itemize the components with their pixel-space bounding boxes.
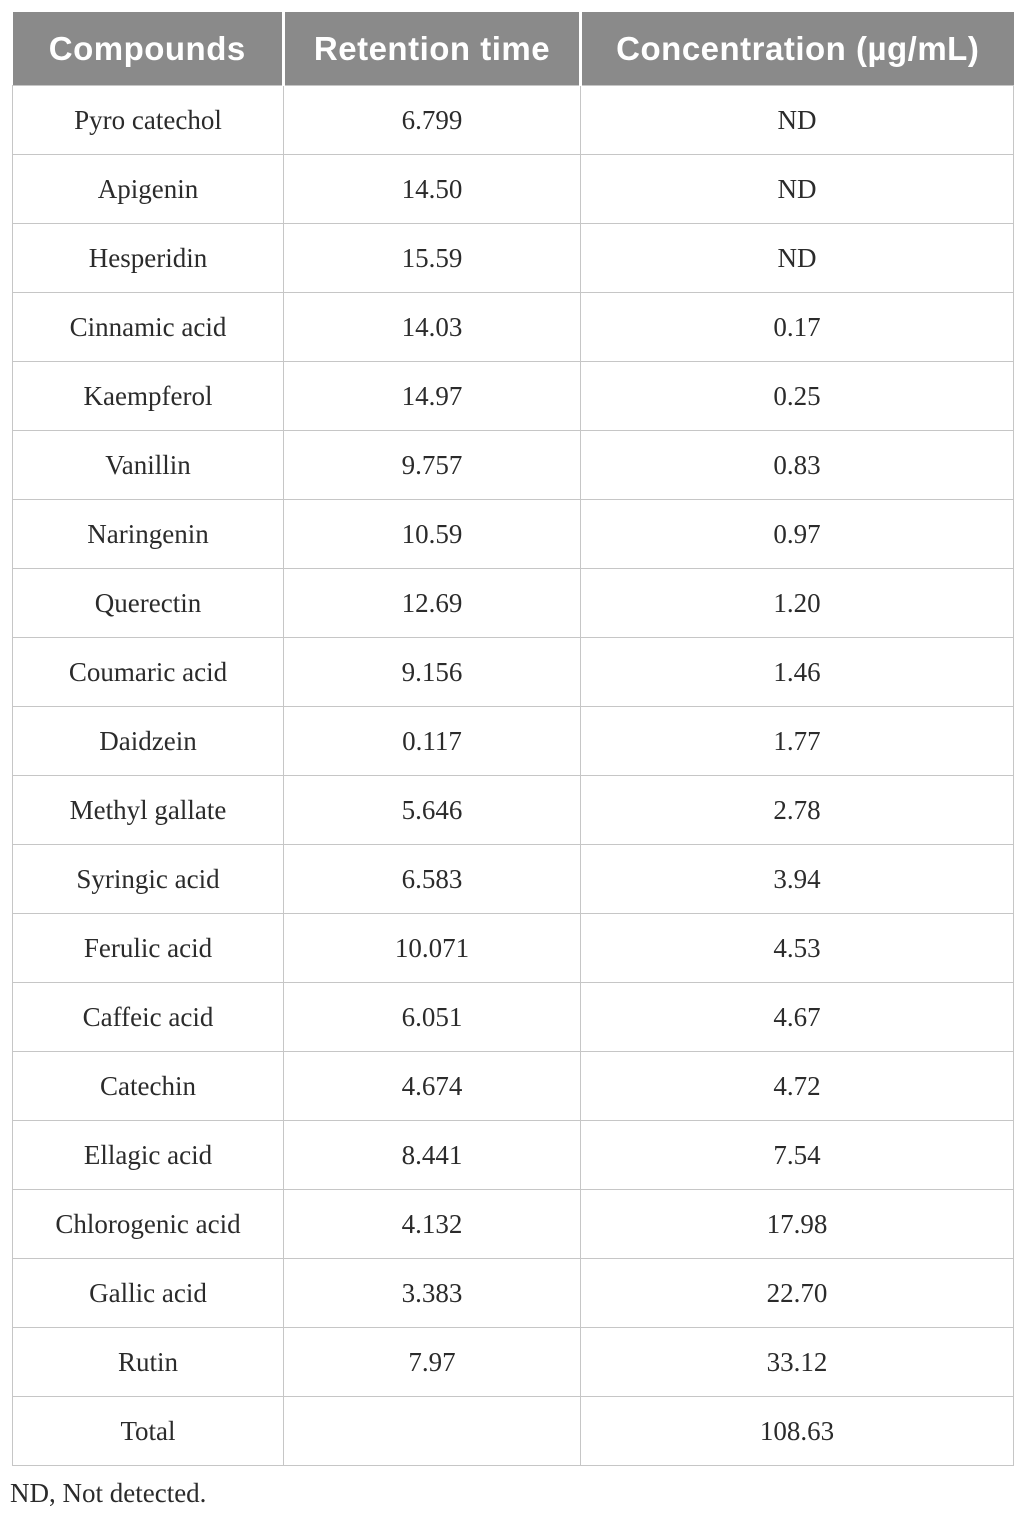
table-row: Ellagic acid 8.441 7.54 xyxy=(12,1120,1014,1190)
table-row: Querectin 12.69 1.20 xyxy=(12,568,1014,638)
table-body: Pyro catechol 6.799 ND Apigenin 14.50 ND… xyxy=(12,85,1014,1466)
retention-cell: 9.757 xyxy=(283,430,581,500)
table-row: Caffeic acid 6.051 4.67 xyxy=(12,982,1014,1052)
concentration-cell: ND xyxy=(580,223,1014,293)
retention-cell: 3.383 xyxy=(283,1258,581,1328)
retention-cell: 0.117 xyxy=(283,706,581,776)
concentration-cell: 1.77 xyxy=(580,706,1014,776)
compound-cell: Catechin xyxy=(12,1051,284,1121)
table-row: Cinnamic acid 14.03 0.17 xyxy=(12,292,1014,362)
compound-cell: Chlorogenic acid xyxy=(12,1189,284,1259)
concentration-cell: 17.98 xyxy=(580,1189,1014,1259)
concentration-cell: 1.46 xyxy=(580,637,1014,707)
column-header-compounds: Compounds xyxy=(12,12,284,86)
retention-cell xyxy=(283,1396,581,1466)
table-header: Compounds Retention time Concentration (… xyxy=(12,12,1014,86)
table-row: Gallic acid 3.383 22.70 xyxy=(12,1258,1014,1328)
compound-cell: Cinnamic acid xyxy=(12,292,284,362)
concentration-cell: 108.63 xyxy=(580,1396,1014,1466)
table-row: Apigenin 14.50 ND xyxy=(12,154,1014,224)
compound-table: Compounds Retention time Concentration (… xyxy=(12,12,1014,1466)
concentration-cell: 4.53 xyxy=(580,913,1014,983)
concentration-cell: 4.72 xyxy=(580,1051,1014,1121)
table-row: Rutin 7.97 33.12 xyxy=(12,1327,1014,1397)
compound-cell: Syringic acid xyxy=(12,844,284,914)
compound-cell: Daidzein xyxy=(12,706,284,776)
table-row: Coumaric acid 9.156 1.46 xyxy=(12,637,1014,707)
footnote: ND, Not detected. xyxy=(10,1478,207,1508)
retention-cell: 14.97 xyxy=(283,361,581,431)
compound-cell: Apigenin xyxy=(12,154,284,224)
retention-cell: 14.50 xyxy=(283,154,581,224)
table-row: Catechin 4.674 4.72 xyxy=(12,1051,1014,1121)
concentration-cell: 3.94 xyxy=(580,844,1014,914)
table-row: Pyro catechol 6.799 ND xyxy=(12,85,1014,155)
column-header-retention: Retention time xyxy=(282,12,581,86)
table-row: Naringenin 10.59 0.97 xyxy=(12,499,1014,569)
retention-cell: 14.03 xyxy=(283,292,581,362)
retention-cell: 6.583 xyxy=(283,844,581,914)
retention-cell: 5.646 xyxy=(283,775,581,845)
retention-cell: 6.051 xyxy=(283,982,581,1052)
table-row: Syringic acid 6.583 3.94 xyxy=(12,844,1014,914)
concentration-cell: 4.67 xyxy=(580,982,1014,1052)
concentration-cell: 7.54 xyxy=(580,1120,1014,1190)
compound-cell: Coumaric acid xyxy=(12,637,284,707)
concentration-cell: 2.78 xyxy=(580,775,1014,845)
header-row: Compounds Retention time Concentration (… xyxy=(12,12,1014,86)
concentration-cell: ND xyxy=(580,85,1014,155)
retention-cell: 7.97 xyxy=(283,1327,581,1397)
table-row: Ferulic acid 10.071 4.53 xyxy=(12,913,1014,983)
concentration-cell: 1.20 xyxy=(580,568,1014,638)
compound-cell: Caffeic acid xyxy=(12,982,284,1052)
compound-cell: Methyl gallate xyxy=(12,775,284,845)
table-row: Total 108.63 xyxy=(12,1396,1014,1466)
compound-cell: Hesperidin xyxy=(12,223,284,293)
compound-cell: Rutin xyxy=(12,1327,284,1397)
table-row: Hesperidin 15.59 ND xyxy=(12,223,1014,293)
concentration-cell: 0.17 xyxy=(580,292,1014,362)
table-row: Chlorogenic acid 4.132 17.98 xyxy=(12,1189,1014,1259)
concentration-cell: 33.12 xyxy=(580,1327,1014,1397)
retention-cell: 6.799 xyxy=(283,85,581,155)
retention-cell: 10.071 xyxy=(283,913,581,983)
table-row: Daidzein 0.117 1.77 xyxy=(12,706,1014,776)
compound-cell: Kaempferol xyxy=(12,361,284,431)
concentration-cell: 0.25 xyxy=(580,361,1014,431)
column-header-concentration: Concentration (µg/mL) xyxy=(579,12,1014,86)
table-row: Methyl gallate 5.646 2.78 xyxy=(12,775,1014,845)
compound-cell: Total xyxy=(12,1396,284,1466)
concentration-cell: 22.70 xyxy=(580,1258,1014,1328)
retention-cell: 8.441 xyxy=(283,1120,581,1190)
retention-cell: 10.59 xyxy=(283,499,581,569)
retention-cell: 9.156 xyxy=(283,637,581,707)
retention-cell: 15.59 xyxy=(283,223,581,293)
retention-cell: 4.132 xyxy=(283,1189,581,1259)
concentration-cell: ND xyxy=(580,154,1014,224)
retention-cell: 12.69 xyxy=(283,568,581,638)
compound-cell: Ellagic acid xyxy=(12,1120,284,1190)
table-row: Kaempferol 14.97 0.25 xyxy=(12,361,1014,431)
table-row: Vanillin 9.757 0.83 xyxy=(12,430,1014,500)
compound-cell: Ferulic acid xyxy=(12,913,284,983)
compound-cell: Naringenin xyxy=(12,499,284,569)
compound-cell: Vanillin xyxy=(12,430,284,500)
compound-cell: Pyro catechol xyxy=(12,85,284,155)
concentration-cell: 0.97 xyxy=(580,499,1014,569)
compound-cell: Gallic acid xyxy=(12,1258,284,1328)
retention-cell: 4.674 xyxy=(283,1051,581,1121)
concentration-cell: 0.83 xyxy=(580,430,1014,500)
compound-cell: Querectin xyxy=(12,568,284,638)
